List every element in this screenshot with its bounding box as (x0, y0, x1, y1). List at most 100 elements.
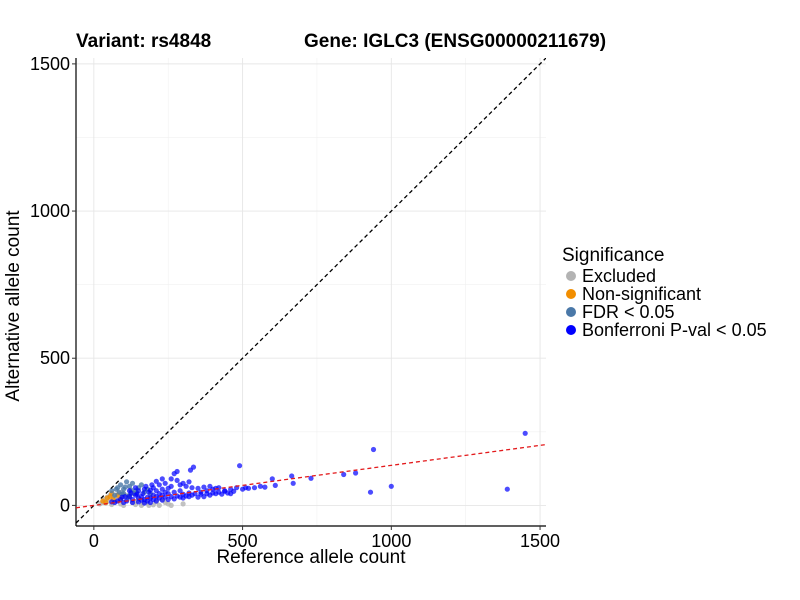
data-point (213, 485, 219, 491)
data-point (204, 491, 210, 497)
data-point (353, 470, 359, 476)
data-point (522, 430, 528, 436)
data-point (150, 496, 156, 503)
data-point (186, 479, 192, 485)
chart-title-gene: Gene: IGLC3 (ENSG00000211679) (304, 31, 607, 52)
data-point (165, 485, 171, 491)
y-tick-label: 1000 (30, 201, 70, 221)
data-point (174, 477, 180, 483)
data-point (341, 471, 347, 478)
data-point (171, 496, 177, 502)
data-point (189, 492, 195, 498)
data-point (168, 502, 174, 508)
data-points (97, 430, 528, 508)
data-point (245, 485, 252, 491)
y-tick-label: 0 (60, 495, 70, 515)
data-point (237, 463, 243, 469)
data-point (132, 485, 139, 491)
legend-dot-non-significant (566, 289, 576, 299)
data-point (143, 483, 149, 489)
data-point (210, 490, 216, 496)
data-point (109, 499, 115, 505)
legend-label: Non-significant (582, 283, 702, 304)
data-point (109, 488, 115, 494)
data-point (168, 476, 174, 482)
legend-item-excluded: Excluded (562, 265, 767, 286)
data-point (171, 471, 177, 477)
y-tick-label: 1500 (30, 54, 70, 74)
legend-item-fdr: FDR < 0.05 (562, 301, 767, 322)
data-point (269, 476, 275, 482)
data-point (228, 491, 234, 497)
data-point (140, 491, 146, 497)
data-point (216, 489, 222, 495)
data-point (201, 484, 207, 490)
data-point (138, 482, 144, 488)
data-point (129, 499, 136, 506)
data-point (257, 483, 263, 489)
data-point (119, 494, 125, 500)
x-tick-label: 500 (228, 531, 258, 551)
legend-item-bonferroni: Bonferroni P-val < 0.05 (562, 319, 767, 340)
data-point (388, 483, 394, 489)
data-point (112, 492, 118, 498)
legend: Significance Excluded Non-significant FD… (562, 245, 767, 340)
data-point (370, 446, 377, 453)
data-point (124, 479, 130, 485)
legend-item-non-significant: Non-significant (562, 283, 767, 304)
y-axis-label: Alternative allele count (3, 210, 24, 402)
data-point (183, 493, 189, 499)
data-point (289, 473, 295, 479)
data-point (272, 482, 278, 488)
data-point (251, 485, 258, 491)
data-point (162, 480, 168, 486)
x-axis-label: Reference allele count (216, 547, 406, 568)
x-tick-label: 0 (89, 531, 99, 551)
data-point (156, 482, 162, 488)
data-point (156, 502, 162, 508)
data-point (177, 494, 183, 500)
data-point (159, 486, 165, 492)
data-point (290, 480, 296, 486)
data-point (207, 483, 213, 489)
data-point (240, 486, 246, 492)
data-point (159, 476, 165, 482)
data-point (195, 485, 201, 491)
data-point (147, 487, 153, 493)
data-point (177, 488, 183, 494)
reference-line-identity (76, 58, 546, 524)
legend-label: Excluded (582, 265, 657, 286)
data-point (153, 488, 159, 494)
axes (75, 58, 546, 527)
data-point (129, 480, 136, 486)
data-point (126, 488, 133, 494)
data-point (222, 488, 228, 494)
legend-label: FDR < 0.05 (582, 301, 675, 322)
legend-dot-fdr (566, 307, 576, 317)
data-point (138, 497, 144, 503)
data-point (180, 480, 186, 486)
reference-line-fit (76, 443, 546, 509)
data-point (308, 475, 314, 481)
x-tick-label: 1500 (520, 531, 560, 551)
y-tick-label: 500 (40, 348, 70, 368)
legend-title: Significance (562, 245, 665, 266)
chart-title-variant: Variant: rs4848 (76, 31, 212, 52)
legend-label: Bonferroni P-val < 0.05 (582, 319, 767, 340)
data-point (367, 489, 374, 495)
data-point (504, 486, 510, 492)
data-point (189, 485, 195, 491)
tick-labels: 0 500 1000 1500 0 500 1000 1500 (30, 54, 560, 551)
data-point (153, 478, 159, 484)
data-point (180, 501, 186, 507)
legend-dot-excluded (566, 271, 576, 281)
data-point (262, 484, 268, 490)
x-tick-label: 1000 (371, 531, 411, 551)
legend-dot-bonferroni (566, 325, 576, 335)
data-point (150, 492, 156, 498)
data-point (122, 484, 128, 490)
data-point (171, 489, 177, 495)
data-point (118, 482, 124, 488)
data-point (149, 482, 155, 488)
